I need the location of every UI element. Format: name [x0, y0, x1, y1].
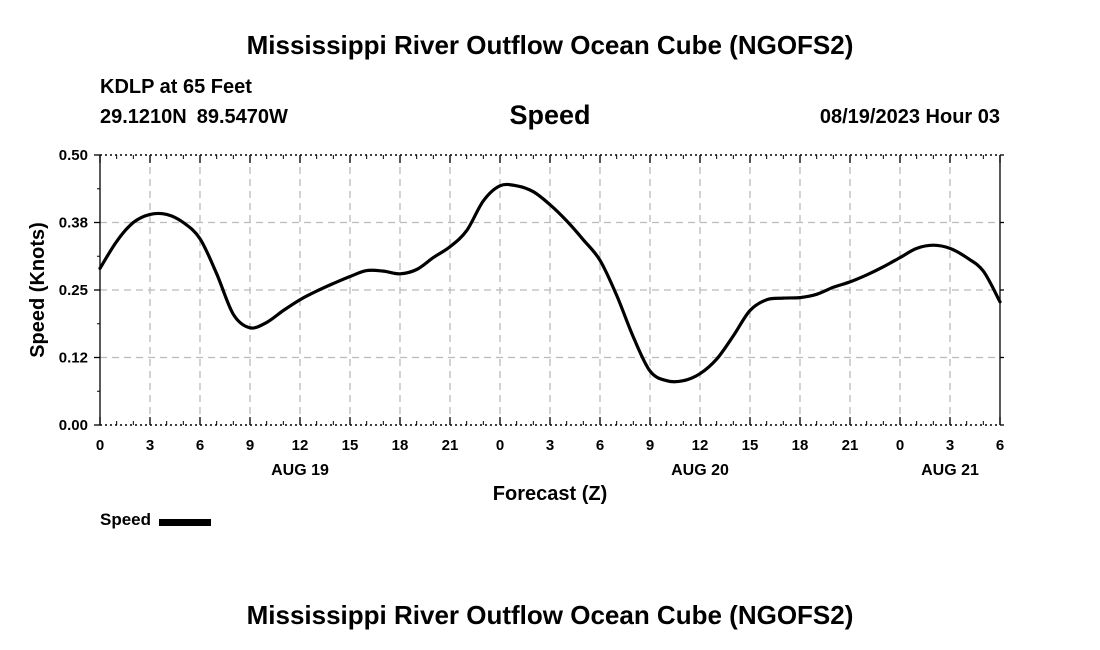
page-title: Mississippi River Outflow Ocean Cube (NG…: [246, 30, 854, 60]
station-label: KDLP at 65 Feet: [100, 76, 252, 98]
x-tick-label: 3: [546, 437, 554, 454]
speed-series-line: [98, 182, 1002, 384]
x-tick-label: 12: [292, 437, 309, 454]
x-tick-label: 12: [692, 437, 709, 454]
x-tick-label: 0: [896, 437, 904, 454]
x-tick-label: 9: [646, 437, 654, 454]
x-tick-label: 18: [792, 437, 809, 454]
x-tick-label: 3: [946, 437, 954, 454]
axes: 0 3 6 9 12 15 18 21 0 3 6 9 12 15 18 21 0 3 6 0.00 0.12 0.25 0…: [59, 147, 1004, 479]
date-label: AUG 20: [671, 462, 729, 479]
x-tick-label: 3: [146, 437, 154, 454]
y-tick-label: 0.50: [59, 147, 88, 164]
y-tick-label: 0.38: [59, 215, 88, 232]
date-label: AUG 21: [921, 462, 979, 479]
y-tick-label: 0.00: [59, 417, 88, 434]
y-tick-label: 0.12: [59, 350, 88, 367]
y-tick-label: 0.25: [59, 282, 88, 299]
x-tick-label: 21: [842, 437, 859, 454]
page-title-bottom: Mississippi River Outflow Ocean Cube (NG…: [246, 600, 854, 630]
coordinates: 29.1210N 89.5470W: [100, 106, 298, 129]
chart-title: Speed: [509, 100, 591, 130]
x-tick-label: 6: [996, 437, 1004, 454]
x-tick-label: 0: [96, 437, 104, 454]
longitude-label: 89.5470W: [196, 106, 288, 128]
x-tick-label: 0: [496, 437, 504, 454]
legend-label: Speed: [100, 510, 152, 529]
date-label: AUG 19: [271, 462, 329, 479]
x-tick-label: 15: [742, 437, 759, 454]
y-axis-label: Speed (Knots): [27, 222, 49, 358]
legend: Speed: [100, 510, 212, 530]
x-tick-label: 9: [246, 437, 254, 454]
x-tick-label: 6: [196, 437, 204, 454]
x-axis-label: Forecast (Z): [493, 483, 607, 505]
x-tick-label: 6: [596, 437, 604, 454]
x-tick-label: 21: [442, 437, 459, 454]
x-tick-label: 18: [392, 437, 409, 454]
x-tick-label: 15: [342, 437, 359, 454]
legend-swatch: [159, 518, 212, 526]
forecast-datetime: 08/19/2023 Hour 03: [819, 106, 1000, 128]
latitude-label: 29.1210N: [100, 106, 187, 128]
grid: [100, 155, 1000, 425]
series: [98, 182, 1002, 384]
